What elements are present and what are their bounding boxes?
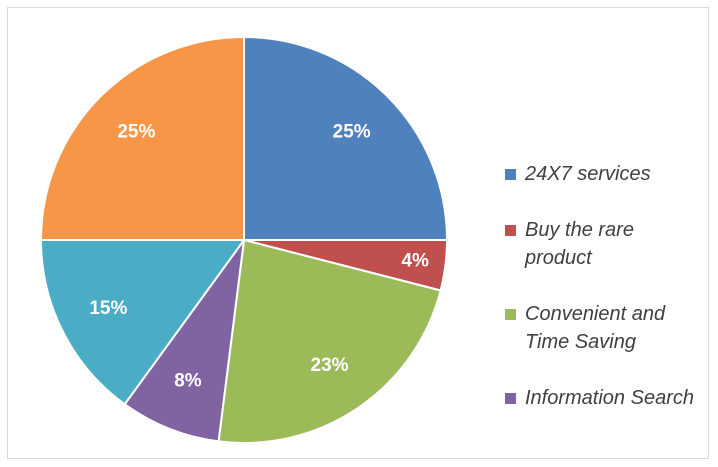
pie-slice [39, 239, 246, 406]
data-label: 8% [174, 371, 202, 392]
legend-entry: Buy the rare product [503, 216, 703, 272]
legend-label: Information Search [525, 387, 694, 409]
legend-swatch [505, 309, 516, 320]
legend-swatch [505, 225, 516, 236]
data-label: 4% [401, 251, 429, 272]
data-label: 15% [89, 298, 127, 319]
legend-entry: Convenient and Time Saving [503, 300, 703, 356]
legend-swatch [505, 393, 516, 404]
legend-label: Buy the rare product [525, 219, 634, 269]
legend-label: 24X7 services [525, 163, 651, 185]
pie-slice [123, 239, 245, 443]
data-label: 25% [333, 121, 371, 142]
legend: 24X7 services Buy the rare product Conveni… [503, 160, 703, 440]
pie-slice [243, 35, 449, 241]
data-label: 25% [117, 121, 155, 142]
data-label: 23% [311, 355, 349, 376]
pie-slice [39, 35, 245, 241]
chart-frame [7, 7, 709, 459]
legend-swatch [505, 169, 516, 180]
legend-entry: 24X7 services [503, 160, 703, 188]
legend-label: Convenient and Time Saving [525, 303, 666, 353]
pie-slice [217, 238, 442, 444]
legend-entry: Information Search [503, 384, 703, 412]
